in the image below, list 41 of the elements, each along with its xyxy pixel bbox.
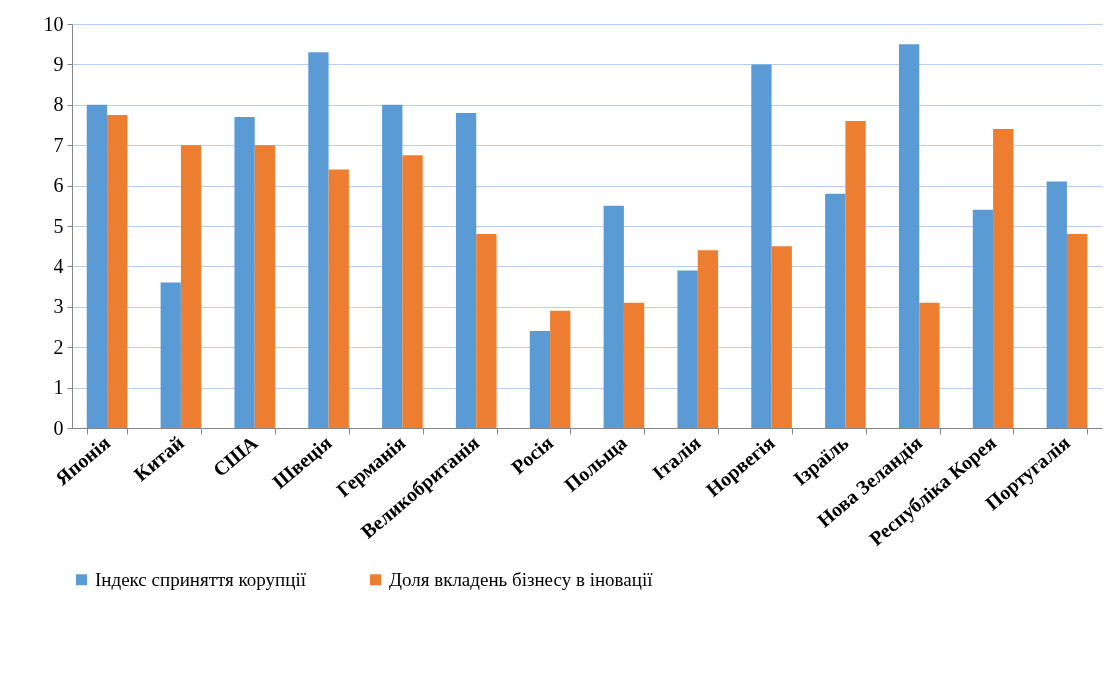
bar xyxy=(550,310,571,428)
bar xyxy=(402,155,423,428)
bar xyxy=(86,104,108,428)
y-tick-label: 9 xyxy=(53,52,64,75)
bar xyxy=(160,282,181,428)
bar xyxy=(328,169,349,428)
bar xyxy=(771,246,792,428)
bar xyxy=(751,64,772,428)
y-tick-label: 6 xyxy=(53,174,64,197)
y-tick-label: 1 xyxy=(53,376,64,399)
bar xyxy=(898,44,920,428)
y-tick-label: 10 xyxy=(43,12,64,35)
bar xyxy=(107,114,128,428)
y-tick-label: 5 xyxy=(53,214,64,237)
bar xyxy=(1066,234,1088,428)
bar xyxy=(603,205,624,428)
legend-label: Доля вкладень бізнесу в іновації xyxy=(389,568,654,590)
y-tick-label: 4 xyxy=(53,254,64,277)
bar xyxy=(993,129,1014,428)
bar xyxy=(382,104,403,428)
bar xyxy=(623,302,645,428)
y-tick-label: 7 xyxy=(53,133,64,156)
bar xyxy=(529,331,551,428)
y-tick-label: 2 xyxy=(53,335,64,358)
bar xyxy=(845,120,866,428)
bar xyxy=(476,234,497,428)
bar xyxy=(919,302,940,428)
bar xyxy=(825,193,846,428)
bar xyxy=(455,112,477,428)
bar xyxy=(180,145,202,428)
y-tick-label: 3 xyxy=(53,295,64,318)
legend-label: Індекс сприняття корупції xyxy=(95,568,307,590)
bar xyxy=(308,52,329,428)
y-tick-label: 0 xyxy=(53,416,64,439)
bar xyxy=(697,250,719,428)
bar xyxy=(972,209,994,428)
bar xyxy=(254,145,276,428)
bar xyxy=(234,116,255,428)
bar xyxy=(1046,181,1067,428)
y-tick-label: 8 xyxy=(53,93,64,116)
bar xyxy=(677,270,698,428)
